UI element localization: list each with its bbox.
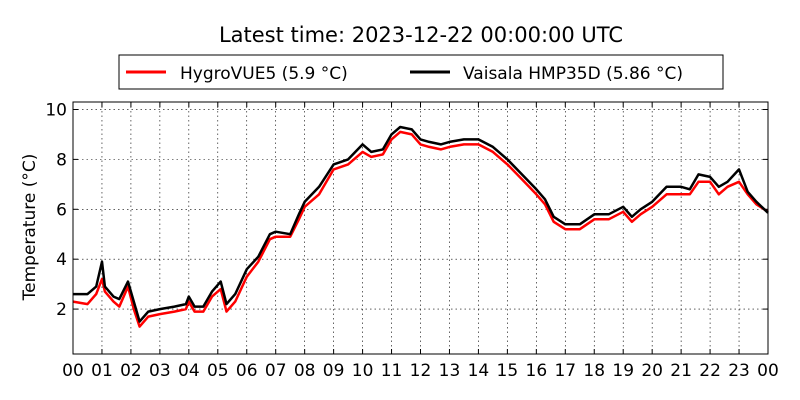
x-tick-label: 23 [728,361,750,381]
x-tick-label: 17 [554,361,576,381]
legend: HygroVUE5 (5.9 °C) Vaisala HMP35D (5.86 … [118,54,724,90]
series-lines [72,125,769,328]
legend-label-hygrovue5: HygroVUE5 (5.9 °C) [180,64,348,84]
x-tick-label: 11 [381,361,403,381]
x-tick-label: 01 [91,361,113,381]
y-tick-label: 2 [56,300,67,320]
x-tick-label: 07 [265,361,287,381]
plot-frame [72,101,769,355]
y-axis-label: Temperature (°C) [20,154,40,302]
y-tick-label: 8 [56,150,67,170]
x-tick-label: 08 [294,361,316,381]
series-line-hygrovue5 [72,130,769,328]
chart-title: Latest time: 2023-12-22 00:00:00 UTC [219,23,623,47]
x-tick-label: 00 [62,361,84,381]
y-tick-label: 4 [56,250,67,270]
x-tick-label: 03 [149,361,171,381]
x-tick-label: 20 [641,361,663,381]
x-tick-label: 04 [178,361,200,381]
x-tick-label: 14 [468,361,490,381]
x-tick-label: 13 [439,361,461,381]
x-tick-label: 18 [583,361,605,381]
x-tick-label: 00 [757,361,779,381]
x-tick-label: 22 [699,361,721,381]
x-tick-label: 21 [670,361,692,381]
x-tick-label: 19 [612,361,634,381]
y-tick-label: 10 [45,100,67,120]
x-tick-label: 12 [410,361,432,381]
tick-labels: 00 01 02 03 04 05 06 07 08 09 10 11 12 13 14 15 16 17 18 19… [45,100,778,381]
legend-label-vaisala: Vaisala HMP35D (5.86 °C) [463,64,683,84]
x-tick-label: 15 [497,361,519,381]
x-tick-label: 06 [236,361,258,381]
y-tick-label: 6 [56,200,67,220]
x-tick-label: 02 [120,361,142,381]
x-tick-label: 09 [323,361,345,381]
x-tick-label: 10 [352,361,374,381]
x-tick-label: 05 [207,361,229,381]
series-line-vaisala [73,125,769,323]
x-tick-label: 16 [526,361,548,381]
